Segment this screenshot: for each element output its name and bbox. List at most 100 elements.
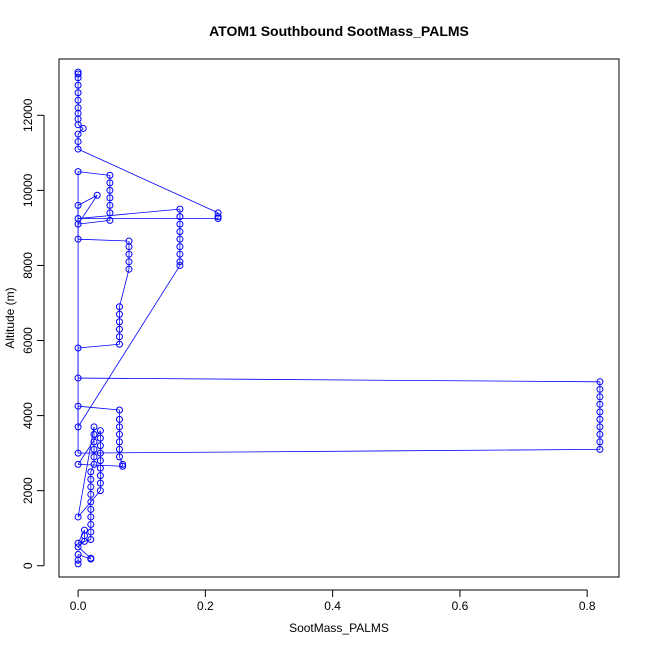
data-point bbox=[79, 124, 87, 132]
data-point bbox=[74, 96, 82, 104]
data-point bbox=[176, 228, 184, 236]
data-point bbox=[176, 213, 184, 221]
x-tick-label: 0.4 bbox=[324, 599, 341, 613]
data-point bbox=[74, 70, 82, 78]
series-segment bbox=[78, 448, 600, 454]
data-point bbox=[106, 179, 114, 187]
series-segment bbox=[78, 343, 120, 349]
y-axis: 0 2000 4000 6000 8000 10000 12000 bbox=[21, 98, 45, 569]
data-point bbox=[87, 468, 95, 476]
data-point bbox=[115, 438, 123, 446]
data-point bbox=[214, 215, 222, 223]
data-point bbox=[176, 220, 184, 228]
data-point bbox=[74, 145, 82, 153]
series-segment bbox=[77, 265, 181, 428]
series-segment bbox=[77, 554, 91, 560]
data-point bbox=[87, 535, 95, 543]
data-point bbox=[106, 194, 114, 202]
data-point bbox=[74, 374, 82, 382]
series-segment bbox=[77, 194, 98, 206]
data-point bbox=[74, 220, 82, 228]
x-tick-label: 0.0 bbox=[70, 599, 87, 613]
data-point bbox=[74, 560, 82, 568]
data-point bbox=[96, 442, 104, 450]
data-point bbox=[96, 487, 104, 495]
data-point bbox=[106, 201, 114, 209]
series-segment bbox=[90, 464, 95, 473]
data-point bbox=[96, 464, 104, 472]
y-tick-label: 10000 bbox=[21, 173, 35, 207]
data-point bbox=[596, 438, 604, 446]
data-point bbox=[115, 453, 123, 461]
data-point bbox=[87, 528, 95, 536]
data-point bbox=[87, 555, 95, 563]
data-point bbox=[87, 505, 95, 513]
series-segment bbox=[78, 377, 600, 383]
plot-frame bbox=[58, 58, 620, 578]
data-point bbox=[74, 130, 82, 138]
data-point bbox=[96, 434, 104, 442]
data-point bbox=[115, 423, 123, 431]
data-point bbox=[176, 243, 184, 251]
data-point bbox=[74, 74, 82, 82]
data-point bbox=[125, 250, 133, 258]
data-point bbox=[596, 400, 604, 408]
data-point bbox=[106, 209, 114, 217]
data-point bbox=[119, 462, 127, 470]
data-point bbox=[74, 89, 82, 97]
y-tick-label: 2000 bbox=[21, 477, 35, 504]
data-point bbox=[596, 378, 604, 386]
data-point bbox=[87, 483, 95, 491]
y-axis-title: Altitude (m) bbox=[3, 287, 17, 348]
data-point bbox=[87, 513, 95, 521]
data-point bbox=[214, 213, 222, 221]
data-point bbox=[87, 498, 95, 506]
series-segment bbox=[78, 208, 180, 219]
data-point bbox=[596, 385, 604, 393]
data-point bbox=[93, 191, 101, 199]
data-point bbox=[115, 303, 123, 311]
data-point bbox=[74, 423, 82, 431]
data-point bbox=[125, 258, 133, 266]
data-point bbox=[74, 138, 82, 146]
x-axis: 0.0 0.2 0.4 0.6 0.8 bbox=[70, 589, 596, 613]
series-segment bbox=[77, 490, 101, 518]
data-point bbox=[90, 430, 98, 438]
series-connector-lines bbox=[77, 72, 601, 564]
data-point bbox=[115, 325, 123, 333]
data-point bbox=[596, 430, 604, 438]
data-point bbox=[96, 457, 104, 465]
data-point bbox=[115, 406, 123, 414]
series-segment bbox=[77, 128, 84, 135]
data-point bbox=[74, 539, 82, 547]
data-point bbox=[115, 430, 123, 438]
series-segment bbox=[78, 171, 110, 176]
data-point bbox=[90, 460, 98, 468]
data-point bbox=[106, 216, 114, 224]
data-point bbox=[87, 520, 95, 528]
data-point bbox=[87, 490, 95, 498]
data-point bbox=[125, 265, 133, 273]
series-segment bbox=[78, 220, 110, 225]
y-tick-label: 8000 bbox=[21, 252, 35, 279]
x-tick-label: 0.8 bbox=[579, 599, 596, 613]
x-tick-label: 0.6 bbox=[452, 599, 469, 613]
data-point bbox=[90, 438, 98, 446]
data-point bbox=[90, 423, 98, 431]
data-point bbox=[74, 513, 82, 521]
series-segment bbox=[78, 238, 130, 242]
y-tick-label: 12000 bbox=[21, 98, 35, 132]
data-point bbox=[115, 340, 123, 348]
series-points bbox=[74, 68, 604, 568]
data-point bbox=[596, 408, 604, 416]
y-tick-label: 0 bbox=[21, 562, 35, 569]
data-point bbox=[115, 310, 123, 318]
x-axis-title: SootMass_PALMS bbox=[289, 621, 389, 635]
data-point bbox=[96, 472, 104, 480]
series-segment bbox=[119, 269, 130, 307]
data-point bbox=[596, 415, 604, 423]
data-point bbox=[106, 171, 114, 179]
data-point bbox=[176, 250, 184, 258]
